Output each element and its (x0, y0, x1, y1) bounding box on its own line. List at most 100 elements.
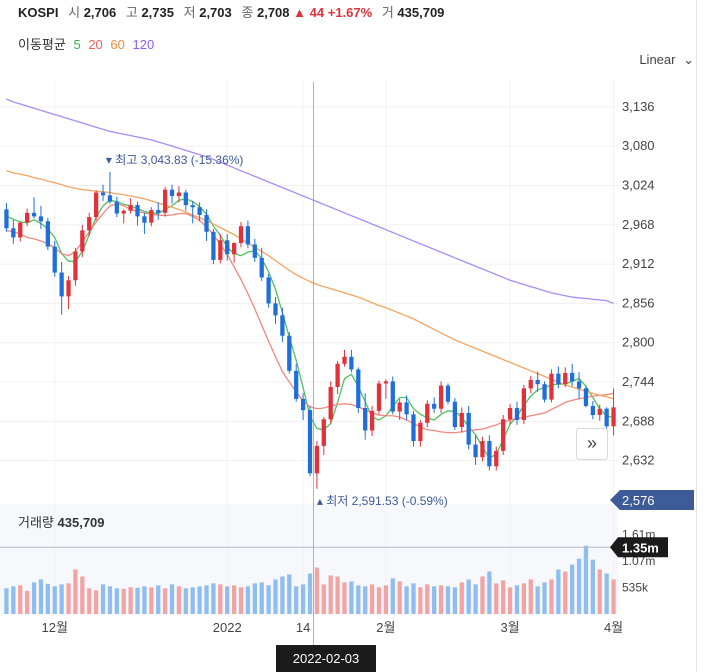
candle (280, 307, 285, 343)
moving-average-legend[interactable]: 이동평균 5 20 60 120 (18, 34, 154, 53)
candle-body (349, 356, 354, 370)
candle-body (66, 280, 71, 297)
candle-body (4, 209, 9, 229)
volume-bar (18, 585, 23, 614)
price-tick-label: 2,632 (622, 453, 655, 468)
candle-body (494, 450, 499, 467)
candle-body (149, 210, 154, 223)
scale-mode-dropdown[interactable]: Linear ⌄ (639, 52, 694, 68)
volume-bar (135, 587, 140, 614)
volume-bar (280, 576, 285, 614)
candle (535, 371, 540, 392)
candle-body (487, 441, 492, 467)
candle-body (135, 205, 140, 217)
candle (494, 446, 499, 471)
candle-body (356, 369, 361, 409)
candle-body (411, 414, 416, 442)
candle (169, 184, 175, 204)
price-tick-label: 2,744 (622, 374, 655, 389)
candle (38, 205, 44, 230)
candle (528, 375, 533, 394)
candle-body (73, 251, 78, 281)
chevron-down-icon: ⌄ (683, 52, 694, 67)
candle (563, 367, 568, 387)
candle (300, 393, 306, 420)
ma-legend-title: 이동평균 (18, 37, 66, 52)
candle-body (321, 419, 326, 446)
candle (204, 209, 209, 241)
candle-body (363, 408, 368, 431)
candle-body (604, 408, 609, 427)
candle-body (480, 441, 485, 458)
volume-bar (114, 588, 119, 614)
volume-bar (583, 545, 589, 614)
candle-body (287, 335, 292, 371)
candle-body (466, 412, 471, 445)
volume-bar (211, 583, 216, 614)
candle (473, 435, 478, 465)
candle (121, 209, 126, 224)
candle (501, 415, 506, 456)
ma-60-line (6, 170, 614, 400)
candle-body (528, 379, 533, 389)
volume-bar (121, 588, 126, 614)
time-tick-label: 2022 (213, 620, 242, 635)
candle (66, 276, 71, 310)
candle (314, 441, 320, 489)
candle (245, 220, 251, 248)
scroll-latest-button[interactable]: » (576, 428, 608, 460)
volume-bar (45, 583, 50, 614)
candle-body (501, 419, 506, 451)
candle (583, 386, 589, 408)
volume-bar (80, 576, 85, 614)
volume-bars (4, 545, 616, 614)
volume-bar (590, 559, 595, 614)
price-grid (0, 80, 618, 614)
candle-body (390, 381, 395, 412)
candle (114, 196, 119, 218)
volume-bar (87, 588, 92, 614)
candle-body (521, 388, 527, 420)
candle-body (570, 372, 575, 382)
close-label: 종 (241, 5, 254, 20)
candle-body (142, 216, 147, 223)
candle-body (218, 240, 223, 260)
volume-bar (452, 587, 458, 614)
candle (597, 404, 602, 421)
volume-bar (273, 579, 278, 614)
double-chevron-right-icon: » (586, 433, 597, 453)
high-value: 2,735 (141, 5, 174, 20)
volume-bar (576, 558, 582, 614)
candle-body (563, 372, 568, 385)
candle (390, 376, 395, 415)
volume-bar (59, 584, 64, 614)
volume-bar (197, 586, 202, 614)
candle-body (583, 388, 589, 406)
volume-bar (411, 583, 416, 614)
candle (73, 247, 78, 286)
candle (487, 435, 492, 471)
volume-bar (404, 586, 409, 614)
candle (335, 360, 340, 394)
volume-bar (363, 586, 368, 614)
candle-body (204, 214, 209, 232)
candle-body (93, 192, 99, 218)
candle-body (211, 231, 216, 260)
volume-bar (38, 579, 44, 614)
candle-body (266, 277, 271, 304)
volume-bar (245, 586, 251, 614)
candle (225, 233, 230, 261)
candle-body (25, 212, 30, 223)
volume-bar (52, 586, 57, 614)
volume-bar (307, 573, 313, 614)
volume-bar (563, 571, 568, 614)
candle (128, 198, 133, 214)
volume-value-tag-label: 1.35m (622, 540, 659, 555)
candle-body (238, 226, 244, 244)
candle-body (162, 189, 168, 213)
volume-bar (218, 584, 223, 614)
candle-body (52, 246, 57, 273)
candle-body (514, 408, 520, 420)
volume-label: 거 (381, 5, 394, 20)
candle-body (597, 408, 602, 416)
